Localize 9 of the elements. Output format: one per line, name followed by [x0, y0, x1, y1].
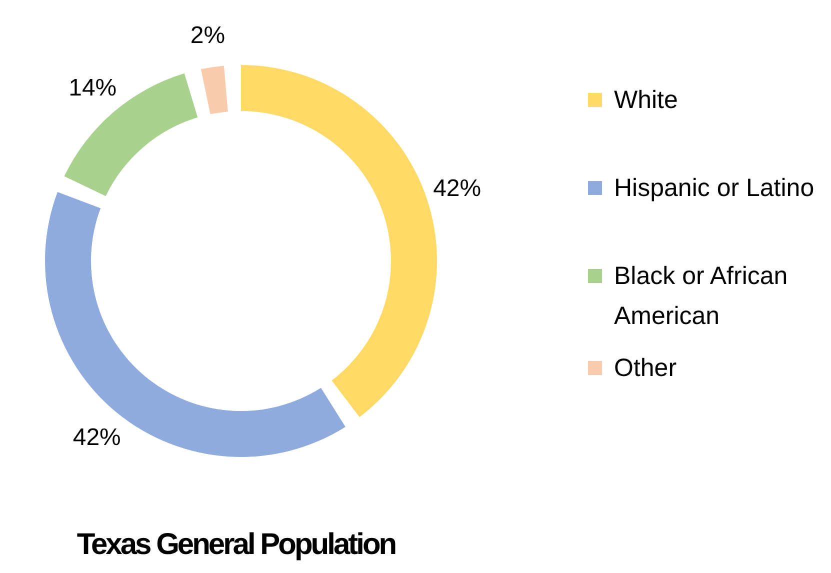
- legend-label: Hispanic or Latino: [614, 173, 814, 204]
- legend-label: Other: [614, 353, 677, 384]
- data-label: 2%: [190, 22, 226, 49]
- legend-label: White: [614, 85, 678, 116]
- legend-label: Black or African American: [614, 261, 789, 332]
- text: Texas General Population: [76, 528, 396, 562]
- data-label: 14%: [68, 74, 117, 102]
- data-label: 42%: [72, 424, 121, 452]
- data-label: 42%: [433, 174, 482, 202]
